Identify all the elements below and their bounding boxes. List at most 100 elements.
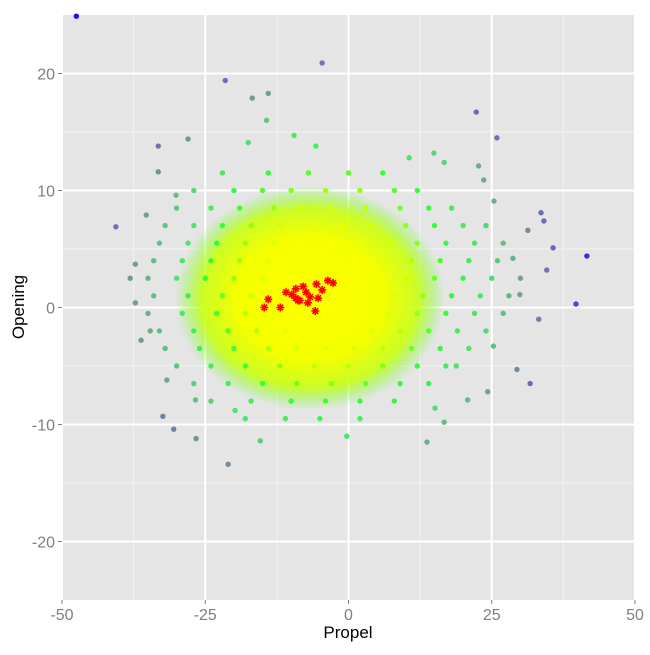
point xyxy=(454,328,461,334)
point xyxy=(317,275,323,281)
point xyxy=(466,258,472,264)
point xyxy=(491,198,497,204)
point xyxy=(242,363,249,369)
point xyxy=(185,136,191,142)
point xyxy=(277,222,283,229)
star-point xyxy=(312,280,321,289)
point xyxy=(138,337,144,343)
point xyxy=(460,275,466,281)
point xyxy=(494,135,500,141)
star-point xyxy=(299,282,308,291)
point xyxy=(317,415,323,422)
point xyxy=(432,405,438,411)
point xyxy=(311,328,317,334)
point xyxy=(231,187,237,194)
star-point xyxy=(287,290,296,299)
point xyxy=(426,380,432,387)
point xyxy=(431,275,438,281)
point xyxy=(259,187,266,194)
point xyxy=(191,380,197,387)
point xyxy=(219,293,226,299)
point xyxy=(328,240,335,246)
point xyxy=(362,380,369,387)
star-point xyxy=(302,288,311,297)
star-point xyxy=(291,284,300,293)
point xyxy=(132,261,139,267)
point xyxy=(380,170,386,176)
point xyxy=(160,413,166,420)
point xyxy=(145,275,151,281)
point xyxy=(328,310,335,317)
point xyxy=(245,139,251,146)
point xyxy=(193,435,199,442)
y-axis-label: Opening xyxy=(9,275,28,339)
point xyxy=(145,310,151,317)
point xyxy=(214,310,220,317)
star-point xyxy=(318,285,327,294)
point xyxy=(483,222,489,229)
point xyxy=(202,275,208,281)
point xyxy=(164,377,170,383)
point xyxy=(448,293,455,299)
point xyxy=(544,267,550,273)
point xyxy=(311,363,317,369)
point xyxy=(127,275,133,281)
point xyxy=(362,293,369,299)
point xyxy=(550,245,556,251)
point xyxy=(191,328,197,334)
point xyxy=(344,433,350,439)
point xyxy=(150,293,157,299)
star-point xyxy=(282,288,291,297)
point xyxy=(525,227,531,233)
point xyxy=(414,310,420,317)
point xyxy=(485,389,491,395)
point xyxy=(265,170,271,176)
point xyxy=(391,293,398,299)
point xyxy=(420,293,426,299)
point xyxy=(294,345,300,352)
point xyxy=(294,258,300,264)
point xyxy=(471,310,478,317)
point xyxy=(340,222,346,229)
point xyxy=(481,177,487,183)
point xyxy=(424,439,430,445)
y-tick-label: -20 xyxy=(32,535,55,552)
point xyxy=(236,205,243,211)
point xyxy=(527,380,533,387)
y-tick-label: -10 xyxy=(32,418,55,435)
point xyxy=(408,258,415,264)
point xyxy=(155,143,161,149)
x-tick-label: 0 xyxy=(344,607,353,624)
point xyxy=(340,328,346,334)
point xyxy=(448,205,455,211)
point xyxy=(357,415,363,422)
point xyxy=(288,275,294,281)
point xyxy=(431,222,438,229)
point xyxy=(536,316,542,322)
point xyxy=(541,218,547,224)
point xyxy=(179,310,186,317)
point xyxy=(517,291,523,298)
point xyxy=(573,301,579,307)
point xyxy=(473,109,479,115)
star-point xyxy=(303,298,312,307)
point xyxy=(232,407,238,414)
point xyxy=(322,398,329,404)
point xyxy=(277,293,283,299)
point xyxy=(173,192,179,198)
point xyxy=(171,426,177,432)
point xyxy=(437,345,443,352)
point xyxy=(426,328,432,334)
point xyxy=(414,187,420,194)
point xyxy=(271,240,277,246)
star-point xyxy=(264,295,273,304)
point xyxy=(584,253,590,259)
point xyxy=(494,258,501,264)
point xyxy=(162,222,168,229)
point xyxy=(259,380,266,387)
point xyxy=(362,205,369,211)
point xyxy=(291,132,297,139)
point xyxy=(225,328,231,334)
point xyxy=(397,205,403,211)
star-point xyxy=(260,303,269,312)
